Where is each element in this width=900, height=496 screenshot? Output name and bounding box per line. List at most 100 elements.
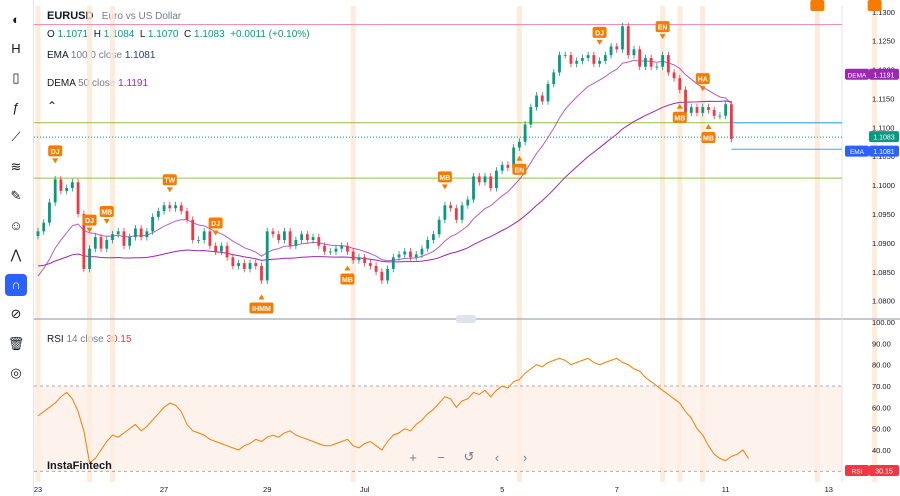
zoom-in-button[interactable]: + bbox=[409, 449, 417, 465]
close-label: C bbox=[184, 29, 192, 40]
trash-icon[interactable]: 🗑 bbox=[7, 335, 25, 351]
dema-value-label: 1.1191 bbox=[874, 72, 895, 79]
trendline-icon[interactable]: ⟋ bbox=[11, 129, 21, 144]
event-marker bbox=[592, 26, 607, 38]
rsi-value-tag bbox=[869, 465, 899, 477]
candle-body bbox=[523, 124, 527, 142]
open-value: 1.1071 bbox=[57, 29, 89, 40]
candle-body bbox=[649, 58, 653, 67]
ema-legend[interactable]: EMA 100 0 close 1.1081 bbox=[47, 50, 155, 61]
candle-body bbox=[105, 240, 109, 249]
candle-body bbox=[569, 55, 573, 64]
pane-resize-handle bbox=[456, 315, 476, 323]
event-marker bbox=[249, 302, 274, 314]
rsi-tick-label: 60.00 bbox=[872, 403, 891, 412]
candle-body bbox=[540, 95, 544, 102]
event-marker-label: EN bbox=[514, 167, 524, 174]
candle-body bbox=[718, 115, 722, 117]
indicators-icon[interactable]: ƒ bbox=[12, 100, 20, 115]
candle-body bbox=[88, 248, 91, 269]
hide-icon[interactable]: ⊘ bbox=[10, 306, 22, 321]
fib-icon[interactable]: ≋ bbox=[10, 158, 22, 174]
open-label: O bbox=[47, 29, 55, 40]
price-tick-label: 1.0800 bbox=[872, 297, 895, 306]
ema-params: 100 0 close bbox=[70, 50, 123, 61]
candle-body bbox=[374, 266, 378, 272]
dema-name-label: DEMA bbox=[848, 72, 867, 79]
reset-button[interactable]: ↺ bbox=[463, 449, 475, 464]
symbol-legend[interactable]: EURUSD Euro vs US Dollar bbox=[47, 10, 181, 22]
brush-icon[interactable]: ✎ bbox=[10, 188, 22, 203]
emoji-icon[interactable]: ☺ bbox=[9, 218, 23, 233]
last-price-value-label: 1.1083 bbox=[873, 135, 895, 142]
high-label: H bbox=[93, 29, 101, 40]
dema-name-tag bbox=[845, 68, 869, 80]
candle-body bbox=[242, 263, 246, 269]
symbol-name[interactable]: EURUSD bbox=[47, 10, 94, 22]
candles-icon[interactable]: ▯ bbox=[12, 70, 20, 85]
event-marker-arrow bbox=[86, 227, 93, 233]
candle-body bbox=[168, 205, 172, 209]
candle-body bbox=[500, 164, 504, 171]
candle-body bbox=[609, 46, 613, 56]
candle-body bbox=[265, 231, 269, 281]
candle-body bbox=[621, 26, 624, 50]
event-band bbox=[350, 6, 356, 482]
event-marker-label: MB bbox=[101, 210, 112, 217]
candle-body bbox=[300, 234, 304, 240]
candle-body bbox=[443, 205, 447, 220]
candle-body bbox=[535, 95, 538, 108]
event-marker-label: HA bbox=[812, 0, 822, 2]
screenshot-icon[interactable]: ◎ bbox=[10, 365, 22, 380]
event-marker bbox=[672, 111, 687, 123]
magnet-icon[interactable]: ∩ bbox=[5, 273, 27, 296]
candle-body bbox=[340, 245, 344, 249]
scroll-left-button[interactable]: ‹ bbox=[494, 449, 500, 465]
dema-params: 50 close bbox=[78, 78, 116, 89]
event-marker bbox=[512, 163, 527, 175]
candle-body bbox=[116, 231, 120, 235]
candle-body bbox=[93, 237, 97, 249]
candle-body bbox=[403, 251, 407, 255]
candle-body bbox=[351, 251, 355, 261]
logo-icon[interactable]: ◐ bbox=[12, 11, 20, 27]
rsi-tick-label: 80.00 bbox=[872, 361, 891, 370]
low-value: 1.1070 bbox=[147, 29, 179, 40]
rsi-tick-label: 90.00 bbox=[872, 339, 891, 348]
rsi-name-label: RSI bbox=[852, 469, 863, 476]
event-marker-arrow bbox=[705, 124, 712, 129]
candle-body bbox=[288, 231, 292, 246]
candle-body bbox=[70, 182, 74, 188]
candle-body bbox=[48, 202, 51, 223]
candle-body bbox=[145, 231, 149, 238]
dema-legend[interactable]: DEMA 50 close 1.1191 bbox=[47, 78, 148, 89]
candle-body bbox=[466, 199, 470, 206]
ema-name: EMA bbox=[47, 50, 69, 61]
candle-body bbox=[638, 49, 642, 67]
rsi-name: RSI bbox=[47, 334, 64, 345]
pattern-icon[interactable]: ⋀ bbox=[10, 247, 22, 262]
candle-body bbox=[558, 55, 561, 73]
crosshair-icon[interactable]: H bbox=[11, 41, 21, 56]
candle-body bbox=[489, 176, 493, 188]
rsi-tick-label: 50.00 bbox=[872, 425, 891, 434]
ema-value: 1.1081 bbox=[124, 50, 156, 61]
candle-body bbox=[592, 55, 596, 64]
candle-body bbox=[615, 46, 619, 50]
event-marker bbox=[655, 21, 670, 33]
candle-body bbox=[626, 26, 630, 56]
event-band bbox=[109, 6, 115, 482]
price-tick-label: 1.0950 bbox=[872, 210, 895, 219]
candle-body bbox=[53, 179, 57, 203]
rsi-legend[interactable]: RSI 14 close 30.15 bbox=[47, 334, 132, 345]
event-marker-arrow bbox=[676, 103, 683, 109]
event-marker-label: HA bbox=[698, 77, 708, 84]
rsi-tick-label: 70.00 bbox=[872, 382, 891, 391]
collapse-legend-button[interactable]: ⌃ bbox=[47, 99, 58, 113]
candle-body bbox=[151, 216, 155, 232]
candle-body bbox=[420, 248, 424, 255]
event-marker-arrow bbox=[103, 219, 110, 224]
scroll-right-button[interactable]: › bbox=[522, 449, 528, 465]
zoom-out-button[interactable]: − bbox=[437, 449, 445, 465]
